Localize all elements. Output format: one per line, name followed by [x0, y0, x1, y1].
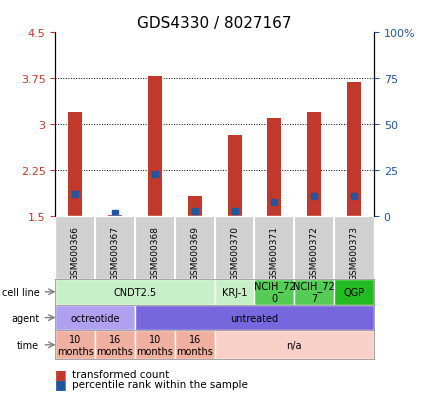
Text: time: time — [17, 340, 39, 350]
Bar — [188, 197, 202, 216]
Text: GSM600371: GSM600371 — [270, 225, 279, 280]
FancyBboxPatch shape — [55, 305, 135, 331]
Text: octreotide: octreotide — [71, 313, 120, 323]
FancyBboxPatch shape — [135, 305, 374, 331]
Bar — [307, 112, 321, 216]
Text: GSM600370: GSM600370 — [230, 225, 239, 280]
FancyBboxPatch shape — [294, 279, 334, 305]
Text: KRJ-1: KRJ-1 — [222, 287, 247, 297]
FancyBboxPatch shape — [135, 331, 175, 359]
Text: GSM600366: GSM600366 — [71, 225, 79, 280]
Text: NCIH_72
7: NCIH_72 7 — [293, 281, 335, 303]
FancyBboxPatch shape — [215, 279, 255, 305]
FancyBboxPatch shape — [175, 331, 215, 359]
Bar — [148, 77, 162, 216]
FancyBboxPatch shape — [215, 331, 374, 359]
Bar — [267, 119, 281, 216]
Text: n/a: n/a — [286, 340, 302, 350]
FancyBboxPatch shape — [55, 279, 215, 305]
FancyBboxPatch shape — [255, 279, 294, 305]
FancyBboxPatch shape — [55, 331, 95, 359]
Text: NCIH_72
0: NCIH_72 0 — [254, 281, 295, 303]
Text: QGP: QGP — [343, 287, 365, 297]
Text: transformed count: transformed count — [72, 369, 170, 379]
Title: GDS4330 / 8027167: GDS4330 / 8027167 — [137, 16, 292, 31]
Text: 10
months: 10 months — [136, 334, 173, 356]
FancyBboxPatch shape — [95, 331, 135, 359]
Text: cell line: cell line — [2, 287, 39, 297]
FancyBboxPatch shape — [334, 279, 374, 305]
Text: percentile rank within the sample: percentile rank within the sample — [72, 379, 248, 389]
Text: CNDT2.5: CNDT2.5 — [113, 287, 156, 297]
Text: GSM600373: GSM600373 — [350, 225, 359, 280]
Text: untreated: untreated — [230, 313, 278, 323]
Text: GSM600369: GSM600369 — [190, 225, 199, 280]
Text: GSM600368: GSM600368 — [150, 225, 159, 280]
Text: GSM600372: GSM600372 — [310, 225, 319, 280]
Text: GSM600367: GSM600367 — [110, 225, 119, 280]
Text: ■: ■ — [55, 377, 67, 391]
Text: ■: ■ — [55, 367, 67, 380]
Text: agent: agent — [11, 313, 39, 323]
Text: 16
months: 16 months — [176, 334, 213, 356]
Bar — [68, 112, 82, 216]
Text: 10
months: 10 months — [57, 334, 94, 356]
Bar — [108, 215, 122, 216]
Text: 16
months: 16 months — [96, 334, 133, 356]
Bar — [347, 83, 361, 216]
Bar — [227, 135, 241, 216]
